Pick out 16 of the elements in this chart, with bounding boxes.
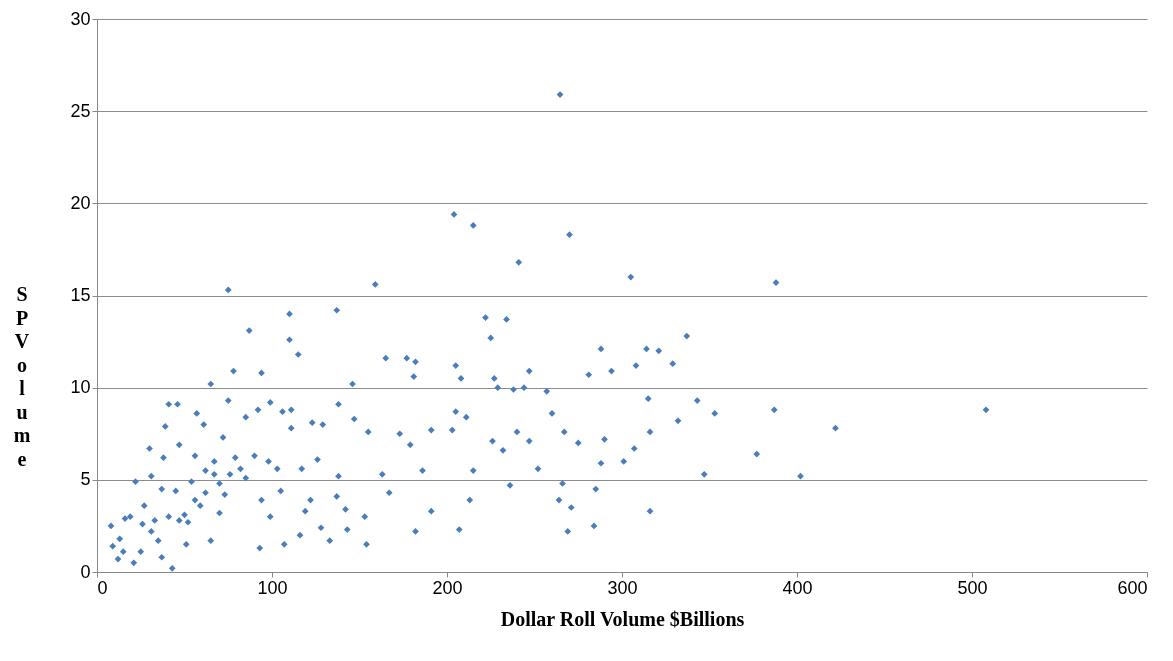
y-tick-label: 10 xyxy=(70,377,91,398)
y-tick-label: 15 xyxy=(70,285,91,305)
x-tick-label: 400 xyxy=(782,577,813,598)
y-tick-label: 25 xyxy=(70,100,91,121)
x-tick-label: 100 xyxy=(257,577,288,598)
x-tick-label: 600 xyxy=(1117,577,1148,598)
y-tick-label: 5 xyxy=(80,469,91,490)
x-tick-label: 200 xyxy=(432,577,463,598)
y-axis-title: SP Volume xyxy=(13,283,31,470)
y-tick-label: 20 xyxy=(70,192,91,213)
y-tick-label: 0 xyxy=(80,561,91,582)
x-axis-title: Dollar Roll Volume $Billions xyxy=(500,607,745,630)
x-tick-label: 500 xyxy=(957,577,988,598)
x-tick-label: 0 xyxy=(97,577,108,598)
y-tick-label: 30 xyxy=(70,8,91,29)
x-tick-label: 300 xyxy=(607,577,638,598)
